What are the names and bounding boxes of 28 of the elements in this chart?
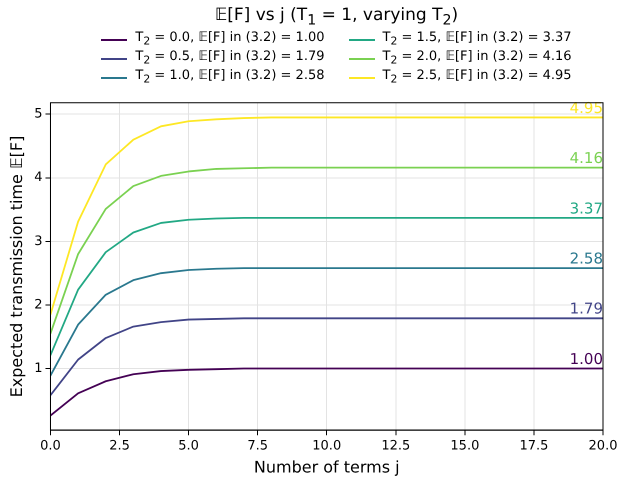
y-tick-label: 1 xyxy=(34,360,42,376)
legend-label: T$_{2}$ = 2.0, 𝔼[F] in (3.2) = 4.16 xyxy=(382,48,572,69)
y-tick-label: 4 xyxy=(34,170,42,186)
x-tick-label: 7.5 xyxy=(247,438,268,454)
chart-title: 𝔼[F] vs j (T$_{1}$ = 1, varying T$_{2}$) xyxy=(214,4,460,30)
data-label: 1.00 xyxy=(570,350,603,368)
x-tick-label: 0.0 xyxy=(40,438,61,454)
data-label: 3.37 xyxy=(570,199,603,218)
legend-label: T$_{2}$ = 1.5, 𝔼[F] in (3.2) = 3.37 xyxy=(382,29,572,50)
x-tick-label: 10.0 xyxy=(312,438,342,454)
data-label: 1.79 xyxy=(570,300,603,318)
x-tick-label: 5.0 xyxy=(178,438,199,454)
x-tick-label: 20.0 xyxy=(588,438,618,454)
y-tick-label: 5 xyxy=(34,106,42,122)
x-tick-label: 2.5 xyxy=(109,438,130,454)
data-label: 2.58 xyxy=(570,249,603,268)
y-tick-label: 3 xyxy=(34,234,42,249)
x-tick-label: 17.5 xyxy=(519,438,548,454)
x-axis-title: Number of terms j xyxy=(254,458,400,477)
legend-label: T$_{2}$ = 2.5, 𝔼[F] in (3.2) = 4.95 xyxy=(382,67,572,88)
x-tick-label: 12.5 xyxy=(381,438,410,454)
x-tick-label: 15.0 xyxy=(450,438,480,454)
data-label: 4.16 xyxy=(570,149,603,168)
y-tick-label: 2 xyxy=(34,297,42,312)
legend-label: T$_{2}$ = 0.5, 𝔼[F] in (3.2) = 1.79 xyxy=(135,48,324,69)
legend-label: T$_{2}$ = 1.0, 𝔼[F] in (3.2) = 2.58 xyxy=(135,67,324,88)
y-axis-title: Expected transmission time 𝔼[F] xyxy=(6,136,26,398)
legend-label: T$_{2}$ = 0.0, 𝔼[F] in (3.2) = 1.00 xyxy=(135,29,324,50)
